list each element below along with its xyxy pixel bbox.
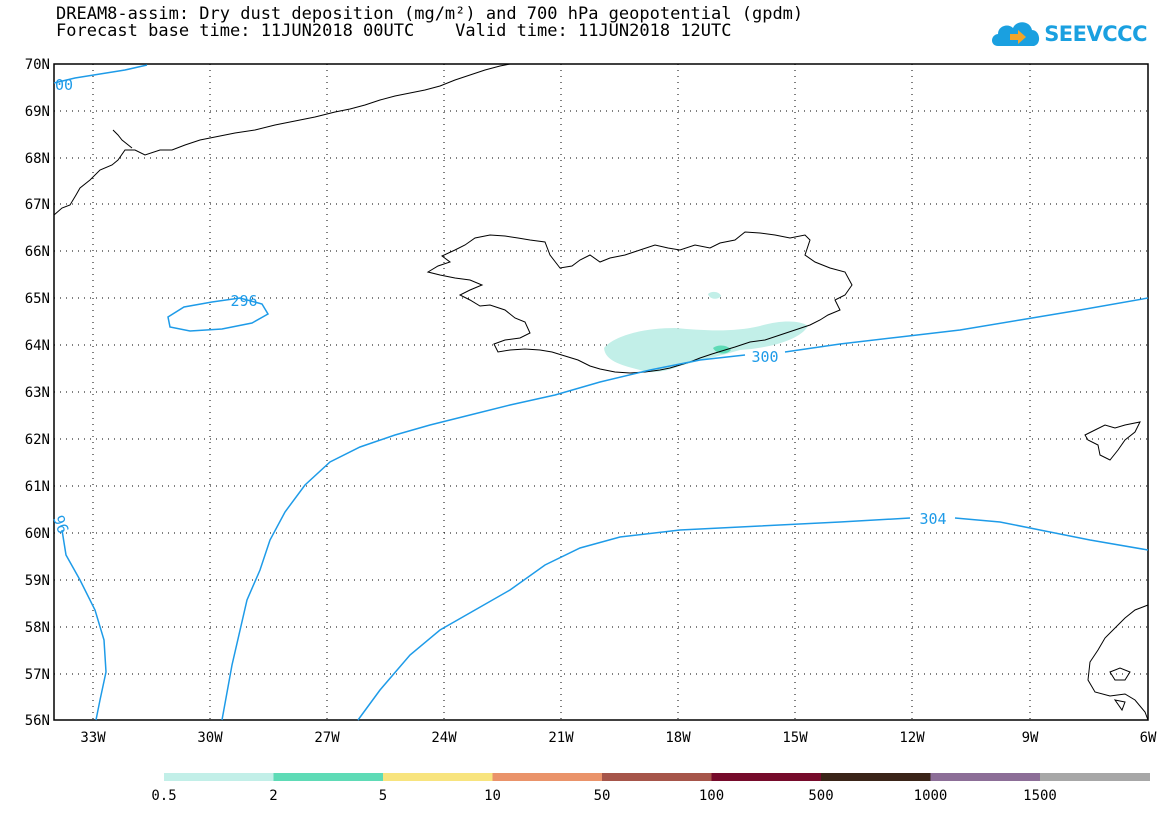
cloud-arrow-icon: [992, 22, 1040, 46]
lon-label: 12W: [899, 730, 925, 746]
map-subtitle-times: Forecast base time: 11JUN2018 00UTC Vali…: [56, 21, 732, 41]
contour-300-west: [221, 354, 746, 721]
lat-label: 67N: [25, 197, 50, 213]
geopotential-contours: [53, 64, 1149, 721]
contour-line: [53, 64, 148, 84]
legend-color-swatch: [164, 773, 274, 781]
legend-label: 2: [269, 788, 277, 804]
contour-304-west: [357, 517, 911, 721]
latitude-labels: 56N 57N 58N 59N 60N 61N 62N 63N 64N 65N …: [25, 57, 50, 729]
lat-label: 59N: [25, 573, 50, 589]
contour-label: 300: [751, 348, 778, 366]
island-coast: [1109, 667, 1131, 681]
legend-label: 0.5: [151, 788, 176, 804]
lat-label: 62N: [25, 432, 50, 448]
lat-label: 65N: [25, 291, 50, 307]
legend-color-swatch: [821, 773, 931, 781]
coastlines: [53, 63, 1149, 721]
lon-label: 6W: [1140, 730, 1157, 746]
contour-label: 00: [55, 76, 73, 94]
lat-label: 68N: [25, 151, 50, 167]
longitude-labels: 33W 30W 27W 24W 21W 18W 15W 12W 9W 6W: [80, 730, 1157, 746]
scotland-coast: [1087, 604, 1149, 721]
legend-color-swatch: [383, 773, 493, 781]
legend-label: 500: [808, 788, 833, 804]
legend-color-swatch: [602, 773, 712, 781]
lat-label: 57N: [25, 667, 50, 683]
contour-line: [61, 529, 107, 721]
lat-label: 70N: [25, 57, 50, 73]
lon-label: 18W: [665, 730, 691, 746]
lat-label: 61N: [25, 479, 50, 495]
seevccc-logo: SEEVCCC: [988, 18, 1147, 50]
lon-label: 24W: [431, 730, 457, 746]
lon-label: 27W: [314, 730, 340, 746]
lat-label: 63N: [25, 385, 50, 401]
dust-area-low: [708, 291, 721, 299]
contour-304-east: [954, 517, 1149, 551]
legend-label: 1000: [914, 788, 948, 804]
legend-color-swatch: [711, 773, 822, 781]
lon-label: 30W: [197, 730, 223, 746]
logo-text: SEEVCCC: [1044, 22, 1147, 46]
dust-area-medium: [713, 345, 731, 354]
iceland-coast: [426, 231, 853, 374]
legend-color-swatch: [930, 773, 1041, 781]
lat-label: 69N: [25, 104, 50, 120]
legend-label: 5: [379, 788, 387, 804]
colorbar-legend: 0.5 2 5 10 50 100 500 1000 1500: [151, 773, 1150, 804]
lat-label: 58N: [25, 620, 50, 636]
lon-label: 21W: [548, 730, 574, 746]
lat-label: 56N: [25, 713, 50, 729]
dust-area-low: [604, 321, 808, 373]
legend-label: 100: [699, 788, 724, 804]
legend-color-swatch: [492, 773, 603, 781]
lon-label: 15W: [782, 730, 808, 746]
contour-296: [167, 297, 270, 332]
greenland-coast-detail: [112, 129, 133, 149]
graticule: [54, 64, 1148, 720]
island-coast: [1113, 699, 1126, 712]
legend-color-swatch: [1040, 773, 1150, 781]
legend-color-swatch: [273, 773, 384, 781]
lon-label: 9W: [1022, 730, 1039, 746]
greenland-coast: [53, 63, 511, 216]
contour-label: 96: [49, 513, 72, 536]
lon-label: 33W: [80, 730, 106, 746]
legend-label: 50: [594, 788, 611, 804]
lat-label: 60N: [25, 526, 50, 542]
lat-label: 64N: [25, 338, 50, 354]
dust-deposition-field: [604, 291, 808, 373]
contour-label: 304: [919, 510, 946, 528]
faroe-islands-coast: [1084, 421, 1141, 461]
lat-label: 66N: [25, 244, 50, 260]
contour-300-east: [784, 297, 1149, 353]
contour-label: 296: [230, 292, 257, 310]
map-title: DREAM8-assim: Dry dust deposition (mg/m²…: [56, 4, 804, 24]
legend-label: 10: [484, 788, 501, 804]
legend-label: 1500: [1023, 788, 1057, 804]
